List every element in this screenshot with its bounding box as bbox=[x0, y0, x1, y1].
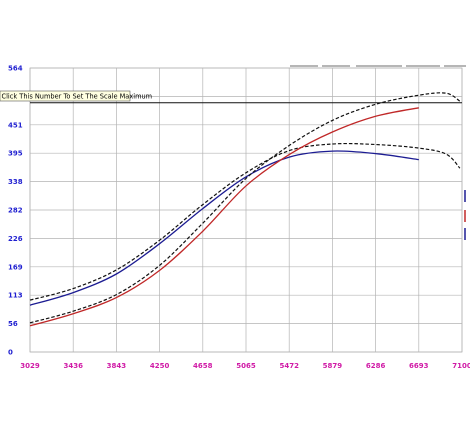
tooltip-text: Click This Number To Set The Scale Maxim… bbox=[2, 93, 153, 101]
y-axis-tick-labels: 056113169226282338395451508564 bbox=[8, 65, 23, 357]
x-tick-label: 4250 bbox=[150, 362, 170, 370]
x-tick-label: 4658 bbox=[193, 362, 213, 370]
y-tick-label[interactable]: 169 bbox=[8, 263, 23, 271]
y-tick-label[interactable]: 451 bbox=[8, 121, 23, 129]
tooltip-box bbox=[0, 90, 131, 102]
x-tick-label: 6693 bbox=[409, 362, 429, 370]
y-tick-label[interactable]: 226 bbox=[8, 235, 23, 243]
x-tick-label: 3029 bbox=[20, 362, 40, 370]
scale-maximum-tooltip: Click This Number To Set The Scale Maxim… bbox=[0, 90, 153, 102]
x-tick-label: 3436 bbox=[63, 362, 83, 370]
series-line-blue-dashed bbox=[29, 142, 461, 301]
y-tick-label[interactable]: 338 bbox=[8, 178, 23, 186]
x-tick-label: 5472 bbox=[279, 362, 299, 370]
x-tick-label: 5879 bbox=[323, 362, 343, 370]
x-tick-label: 6286 bbox=[366, 362, 386, 370]
series-line-blue bbox=[29, 150, 419, 306]
x-tick-label: 3843 bbox=[107, 362, 127, 370]
series-line-red bbox=[29, 107, 419, 327]
y-tick-label[interactable]: 0 bbox=[8, 349, 13, 357]
series-line-red-dashed bbox=[29, 92, 461, 324]
grid-lines bbox=[29, 67, 463, 353]
y-tick-label[interactable]: 113 bbox=[8, 292, 23, 300]
x-tick-label: 5065 bbox=[236, 362, 256, 370]
y-tick-label[interactable]: 56 bbox=[8, 320, 18, 328]
x-axis-tick-labels: 3029 3436 3843 4250 4658 5065 5472 5879 6286 6693… bbox=[20, 362, 470, 370]
y-tick-label[interactable]: 282 bbox=[8, 207, 23, 215]
y-tick-label[interactable]: 564 bbox=[8, 65, 23, 73]
x-tick-label: 7100 bbox=[452, 362, 470, 370]
y-tick-label[interactable]: 395 bbox=[8, 150, 23, 158]
series-group bbox=[29, 92, 466, 327]
